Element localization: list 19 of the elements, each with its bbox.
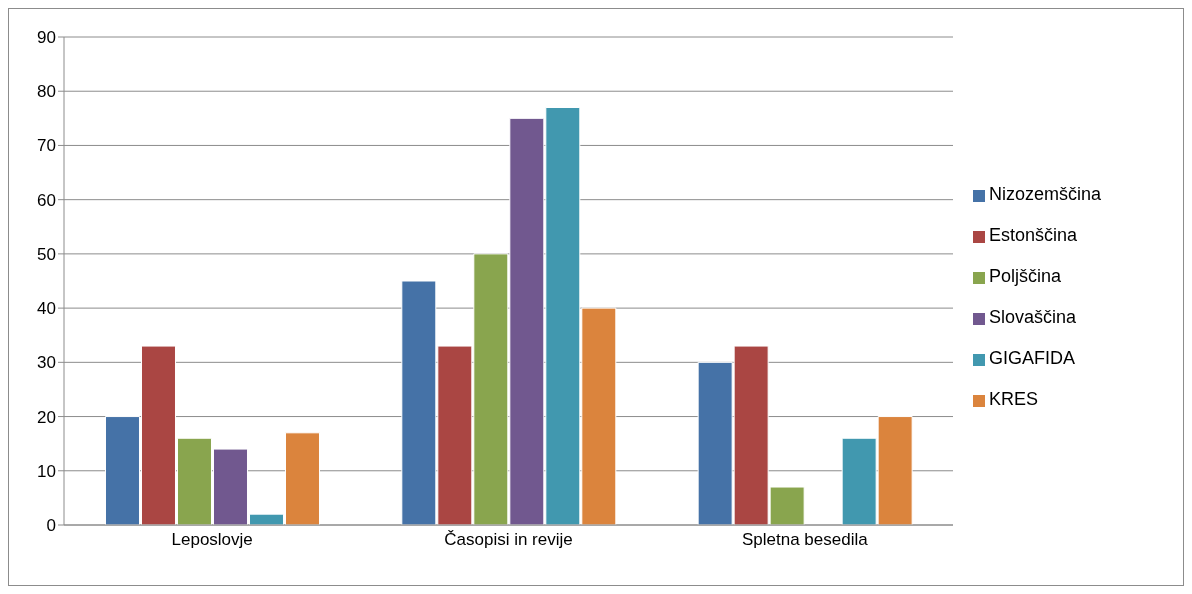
x-tick-label: Leposlovje <box>171 530 253 550</box>
legend-label: Nizozemščina <box>989 184 1102 204</box>
x-tick-label: Časopisi in revije <box>444 530 573 550</box>
legend-label: GIGAFIDA <box>989 348 1076 368</box>
y-tick-label: 20 <box>37 407 56 427</box>
legend-label: KRES <box>989 389 1039 409</box>
legend-label: Slovaščina <box>989 307 1077 327</box>
y-tick-label: 90 <box>37 28 56 48</box>
y-tick-label: 50 <box>37 244 56 264</box>
legend-label: Estonščina <box>989 225 1078 245</box>
x-tick-label: Spletna besedila <box>741 530 869 550</box>
legend-label: Poljščina <box>989 266 1062 286</box>
y-tick-label: 60 <box>37 190 56 210</box>
y-tick-label: 30 <box>37 353 56 373</box>
y-tick-label: 80 <box>37 82 56 102</box>
y-tick-label: 40 <box>37 299 56 319</box>
y-tick-label: 0 <box>46 516 56 536</box>
y-tick-label: 10 <box>37 461 56 481</box>
y-tick-label: 70 <box>37 136 56 156</box>
